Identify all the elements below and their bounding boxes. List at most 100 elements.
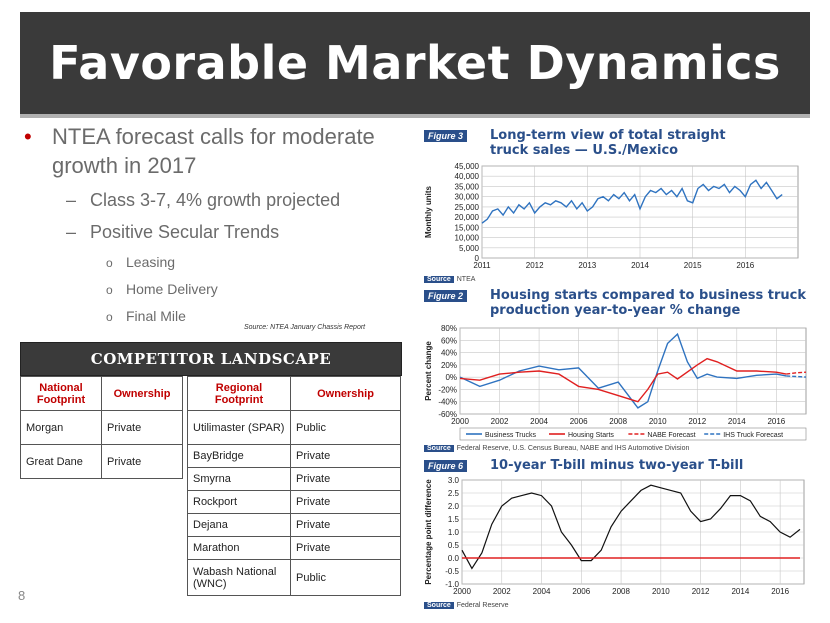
bullet-item-text: Home Delivery <box>126 281 218 297</box>
x-tick-label: 2004 <box>530 417 548 426</box>
legend-label: NABE Forecast <box>647 432 695 439</box>
y-tick-label: 60% <box>441 336 457 345</box>
title-bar <box>20 12 810 114</box>
source-text: Federal Reserve, U.S. Census Bureau, NAB… <box>456 445 690 452</box>
x-tick-label: 2014 <box>731 587 749 596</box>
circle-bullet-icon: o <box>106 310 113 324</box>
bullet-sub: – Class 3-7, 4% growth projected <box>18 188 410 212</box>
y-tick-label: -40% <box>438 398 457 407</box>
y-tick-label: 0.0 <box>448 554 460 563</box>
x-tick-label: 2010 <box>652 587 670 596</box>
y-axis-label: Percent change <box>424 341 433 401</box>
title-stripe <box>20 114 810 118</box>
y-tick-label: 0% <box>445 373 457 382</box>
x-tick-label: 2004 <box>533 587 551 596</box>
circle-bullet-icon: o <box>106 256 113 270</box>
x-tick-label: 2008 <box>612 587 630 596</box>
y-tick-label: 10,000 <box>455 234 480 243</box>
legend-box <box>459 427 807 441</box>
y-tick-label: 0.5 <box>448 541 460 550</box>
company-name: Great Dane <box>20 444 102 479</box>
company-name: Smyrna <box>187 467 291 491</box>
x-tick-label: 2002 <box>493 587 511 596</box>
source-tag: Source <box>424 276 454 283</box>
ownership-value: Private <box>290 467 401 491</box>
figure-2-label: Figure 2 <box>424 290 468 302</box>
company-name: Wabash National (WNC) <box>187 559 291 596</box>
ownership-value: Private <box>290 444 401 468</box>
table-row: Great Dane Private <box>20 444 183 479</box>
company-name: Morgan <box>20 410 102 445</box>
source-note: Source: NTEA January Chassis Report <box>244 324 366 331</box>
y-tick-label: 30,000 <box>455 193 480 202</box>
y-tick-label: 1.0 <box>448 528 460 537</box>
company-name: Utilimaster (SPAR) <box>187 410 291 445</box>
figure-6-title: 10-year T-bill minus two-year T-bill <box>490 458 744 473</box>
figure-6-label: Figure 6 <box>424 460 468 472</box>
y-tick-label: -0.5 <box>445 567 459 576</box>
bullet-dot-icon: • <box>24 124 32 149</box>
x-tick-label: 2016 <box>771 587 789 596</box>
table-row: Dejana Private <box>187 513 401 537</box>
y-tick-label: -60% <box>438 410 457 419</box>
bullet-item-text: Final Mile <box>126 308 186 324</box>
y-tick-label: -1.0 <box>445 580 459 589</box>
table-row: Rockport Private <box>187 490 401 514</box>
table-row: Smyrna Private <box>187 467 401 491</box>
y-tick-label: 40% <box>441 349 457 358</box>
slide-title: Favorable Market Dynamics <box>49 36 781 90</box>
ihs-forecast-line <box>786 375 807 378</box>
x-tick-label: 2012 <box>526 261 544 270</box>
table-row: Morgan Private <box>20 410 183 445</box>
bullet-main: • NTEA forecast calls for moderate growt… <box>18 122 410 180</box>
company-name: Marathon <box>187 536 291 560</box>
company-name: Rockport <box>187 490 291 514</box>
national-footprint-header: National Footprint <box>20 376 102 411</box>
page-number: 8 <box>18 588 26 603</box>
y-tick-label: 5,000 <box>459 244 480 253</box>
x-tick-label: 2011 <box>473 261 491 270</box>
regional-ownership-header: Ownership <box>290 376 401 411</box>
source-text: Federal Reserve <box>456 602 509 609</box>
spread-series-line <box>461 484 801 570</box>
company-name: Dejana <box>187 513 291 537</box>
national-table: National Footprint Ownership Morgan Priv… <box>20 376 183 479</box>
y-tick-label: 20% <box>441 361 457 370</box>
x-tick-label: 2016 <box>736 261 754 270</box>
ownership-value: Public <box>290 410 401 445</box>
dash-icon: – <box>66 190 77 210</box>
source-text: NTEA <box>456 276 476 283</box>
circle-bullet-icon: o <box>106 283 113 297</box>
x-tick-label: 2010 <box>649 417 667 426</box>
y-tick-label: -20% <box>438 385 457 394</box>
table-row: Utilimaster (SPAR) Public <box>187 410 401 445</box>
regional-footprint-header: Regional Footprint <box>187 376 291 411</box>
dash-icon: – <box>66 222 77 242</box>
bullet-item: o Final Mile <box>18 307 410 325</box>
nabe-forecast-line <box>786 371 807 375</box>
x-tick-label: 2015 <box>684 261 702 270</box>
y-tick-label: 40,000 <box>455 172 480 181</box>
ownership-value: Private <box>290 513 401 537</box>
x-tick-label: 2012 <box>692 587 710 596</box>
ownership-value: Private <box>290 536 401 560</box>
figure-3-source: Source NTEA <box>424 276 475 283</box>
y-tick-label: 80% <box>441 324 457 333</box>
bullet-sub-text: Positive Secular Trends <box>90 222 280 242</box>
y-tick-label: 0 <box>475 254 480 263</box>
figure-3-title: Long-term view of total straight truck s… <box>490 128 726 158</box>
y-tick-label: 45,000 <box>455 162 480 171</box>
x-tick-label: 2012 <box>688 417 706 426</box>
y-tick-label: 1.5 <box>448 515 460 524</box>
x-tick-label: 2014 <box>631 261 649 270</box>
figure-2-title: Housing starts compared to business truc… <box>490 288 807 318</box>
bullet-item: o Leasing <box>18 253 410 271</box>
company-name: BayBridge <box>187 444 291 468</box>
x-tick-label: 2006 <box>570 417 588 426</box>
figure-2-source: Source Federal Reserve, U.S. Census Burea… <box>424 445 689 452</box>
bullet-sub: – Positive Secular Trends <box>18 220 410 244</box>
bullet-sub-text: Class 3-7, 4% growth projected <box>90 190 341 210</box>
housing-starts-line <box>459 357 787 403</box>
x-tick-label: 2013 <box>578 261 596 270</box>
